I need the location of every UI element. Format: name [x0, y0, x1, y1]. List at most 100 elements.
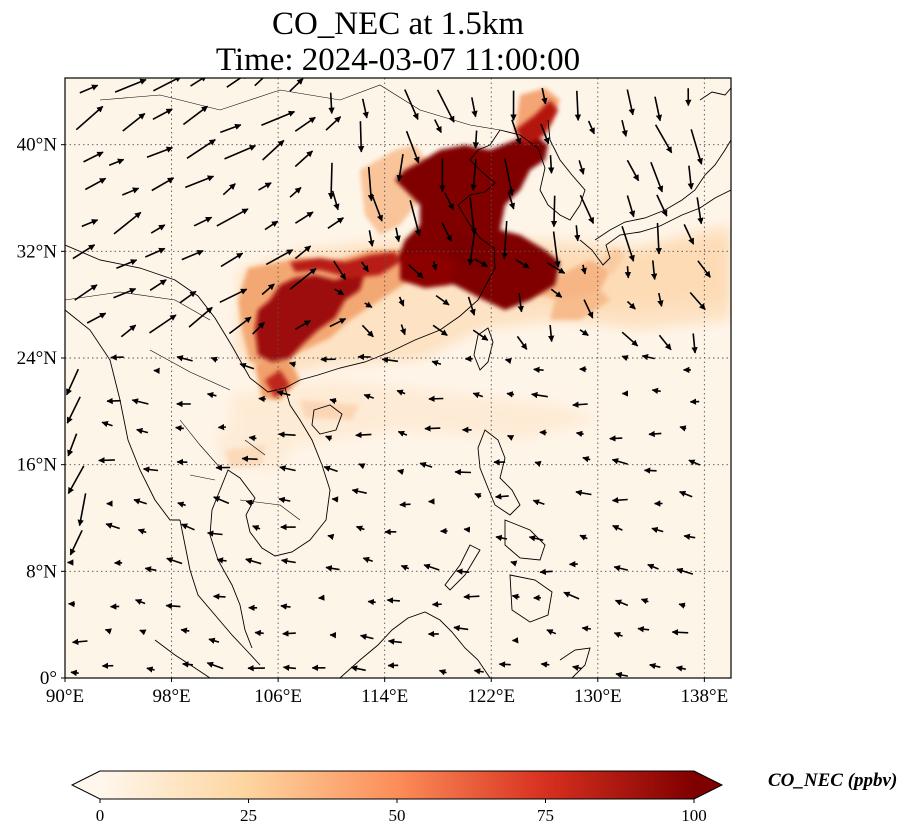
wind-arrow	[511, 119, 522, 145]
philippines-visayas-coastline	[504, 519, 546, 561]
wind-arrow	[463, 593, 480, 600]
japan-south-coastline	[579, 189, 731, 266]
wind-arrow	[363, 393, 374, 400]
wind-arrow	[182, 105, 209, 126]
wind-arrow	[213, 496, 230, 505]
wind-arrow	[621, 331, 639, 347]
wind-arrow	[206, 661, 224, 670]
wind-arrow	[262, 139, 285, 161]
wind-arrow	[582, 456, 591, 463]
wind-arrow	[655, 222, 662, 255]
wind-arrow	[687, 165, 694, 190]
colorbar-tick-label: 100	[681, 806, 707, 825]
wind-arrow	[265, 249, 294, 266]
wind-arrow	[358, 463, 366, 470]
wind-arrow	[528, 535, 544, 542]
wind-arrow	[166, 557, 183, 565]
wind-arrow	[690, 129, 703, 165]
wind-arrow	[691, 333, 698, 354]
wind-arrow	[177, 501, 186, 508]
wind-arrow	[433, 119, 442, 134]
wind-arrow	[239, 362, 255, 370]
wind-arrow	[367, 598, 376, 606]
wind-arrow	[180, 523, 195, 531]
wind-arrow	[282, 630, 296, 637]
wind-arrow	[472, 392, 484, 399]
wind-arrow	[587, 120, 595, 135]
wind-arrow	[331, 496, 339, 503]
wind-arrow	[472, 329, 489, 341]
wind-arrow	[683, 533, 696, 540]
wind-arrow	[697, 260, 711, 278]
wind-arrow	[144, 247, 166, 258]
wind-arrow	[71, 638, 88, 645]
wind-arrow	[676, 567, 694, 575]
wind-arrow	[116, 259, 138, 269]
wind-arrow	[574, 90, 582, 121]
wind-arrow	[546, 262, 566, 274]
wind-arrow	[176, 355, 193, 362]
wind-arrow	[206, 530, 223, 537]
wind-arrow	[456, 568, 470, 575]
wind-arrow	[216, 208, 249, 227]
colorbar: 0 25 50 75 100	[70, 770, 724, 825]
wind-arrow	[122, 112, 146, 132]
map-frame	[64, 77, 732, 679]
wind-arrow	[245, 499, 254, 506]
wind-arrow	[495, 534, 508, 542]
wind-arrow	[67, 465, 85, 495]
wind-arrow	[325, 435, 333, 442]
wind-arrow	[185, 175, 215, 189]
wind-arrow	[469, 197, 477, 235]
wind-arrow	[407, 264, 424, 279]
wind-arrow	[444, 192, 455, 211]
wind-arrow	[84, 177, 107, 191]
wind-arrow	[504, 357, 512, 365]
wind-arrow	[531, 391, 548, 399]
wind-arrow	[131, 398, 149, 405]
wind-arrow	[547, 155, 555, 174]
wind-arrow	[182, 661, 193, 668]
wind-arrow	[210, 356, 218, 363]
wind-arrow	[472, 130, 480, 149]
wind-arrow	[396, 389, 406, 396]
wind-arrow	[139, 629, 147, 636]
lon-tick-label: 130°E	[574, 686, 622, 707]
wind-arrow	[264, 220, 279, 231]
taiwan-coastline	[473, 327, 494, 371]
malay-peninsula-coastline	[179, 519, 261, 666]
wind-arrow	[181, 249, 204, 261]
lat-tick-label: 8°N	[26, 561, 57, 582]
wind-arrow	[579, 194, 595, 224]
wind-arrow	[650, 161, 664, 193]
wind-arrow	[637, 626, 650, 633]
wind-arrow	[188, 306, 213, 328]
wind-arrow	[688, 459, 701, 466]
wind-arrow	[541, 87, 548, 105]
wind-arrow	[696, 197, 704, 225]
wind-arrow	[501, 220, 508, 260]
wind-arrow	[507, 434, 515, 441]
wind-arrow	[504, 158, 515, 196]
wind-arrow	[149, 279, 167, 291]
wind-arrow	[252, 321, 265, 335]
wind-arrow	[334, 288, 345, 296]
wind-arrow	[540, 123, 550, 145]
wind-arrow	[106, 397, 121, 405]
wind-arrow	[331, 190, 340, 211]
colorbar-gradient	[100, 771, 694, 799]
colorbar-tick-label: 50	[389, 806, 406, 825]
wind-arrow	[405, 130, 420, 164]
wind-arrow	[552, 231, 561, 268]
wind-arrow	[294, 116, 316, 132]
wind-arrow	[254, 629, 264, 637]
wind-arrow	[463, 526, 471, 533]
wind-arrow	[547, 324, 555, 343]
wind-arrow	[581, 625, 592, 632]
wind-arrow	[510, 560, 518, 567]
wind-arrow	[647, 563, 659, 570]
wind-arrow	[654, 96, 663, 122]
wind-arrow	[651, 526, 664, 534]
wind-arrow	[362, 556, 373, 563]
wind-arrow	[516, 335, 528, 350]
